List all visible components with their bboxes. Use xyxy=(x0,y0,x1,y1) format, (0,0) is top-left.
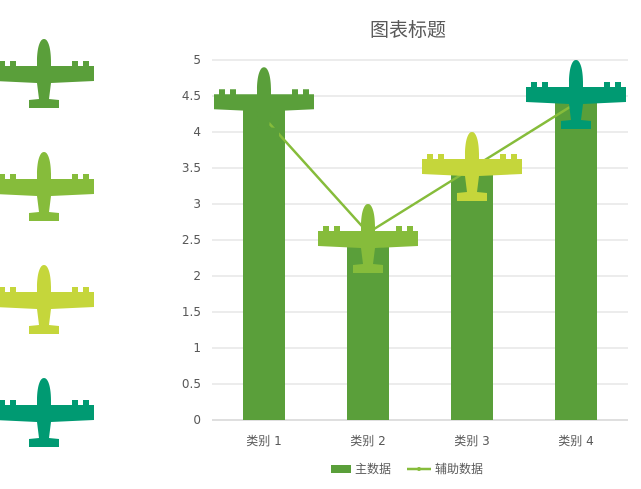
series-line xyxy=(263,102,577,235)
x-tick-label: 类别 2 xyxy=(350,434,385,448)
y-tick-label: 4.5 xyxy=(182,89,201,103)
x-tick-label: 类别 4 xyxy=(558,434,593,448)
y-axis: 0 0.5 1 1.5 2 2.5 3 3.5 4 4.5 5 xyxy=(182,53,201,427)
airplane-icon xyxy=(318,204,418,273)
chart-title: 图表标题 xyxy=(370,19,446,41)
y-tick-label: 2.5 xyxy=(182,233,201,247)
legend-label: 主数据 xyxy=(355,461,391,476)
airplane-icon xyxy=(0,265,94,334)
airplane-icon xyxy=(0,39,94,108)
y-tick-label: 0.5 xyxy=(182,377,201,391)
airplane-icon xyxy=(526,60,626,129)
bar xyxy=(451,168,493,420)
legend-label: 辅助数据 xyxy=(435,461,483,476)
y-tick-label: 5 xyxy=(193,53,201,67)
airplane-icon xyxy=(214,67,314,137)
bar-series xyxy=(243,96,597,420)
y-tick-label: 2 xyxy=(193,269,201,283)
bar xyxy=(243,103,285,420)
legend-swatch-point xyxy=(417,467,421,471)
side-icons xyxy=(0,39,94,447)
airplane-icon xyxy=(0,378,94,447)
airplane-icon xyxy=(0,152,94,221)
x-axis: 类别 1 类别 2 类别 3 类别 4 xyxy=(246,434,593,448)
x-tick-label: 类别 3 xyxy=(454,434,489,448)
x-tick-label: 类别 1 xyxy=(246,434,281,448)
y-tick-label: 4 xyxy=(193,125,201,139)
y-tick-label: 3.5 xyxy=(182,161,201,175)
y-tick-label: 3 xyxy=(193,197,201,211)
bar xyxy=(555,96,597,420)
y-tick-label: 1 xyxy=(193,341,201,355)
y-tick-label: 0 xyxy=(193,413,201,427)
y-tick-label: 1.5 xyxy=(182,305,201,319)
legend-swatch-bar xyxy=(331,465,351,473)
legend: 主数据 辅助数据 xyxy=(331,461,483,476)
